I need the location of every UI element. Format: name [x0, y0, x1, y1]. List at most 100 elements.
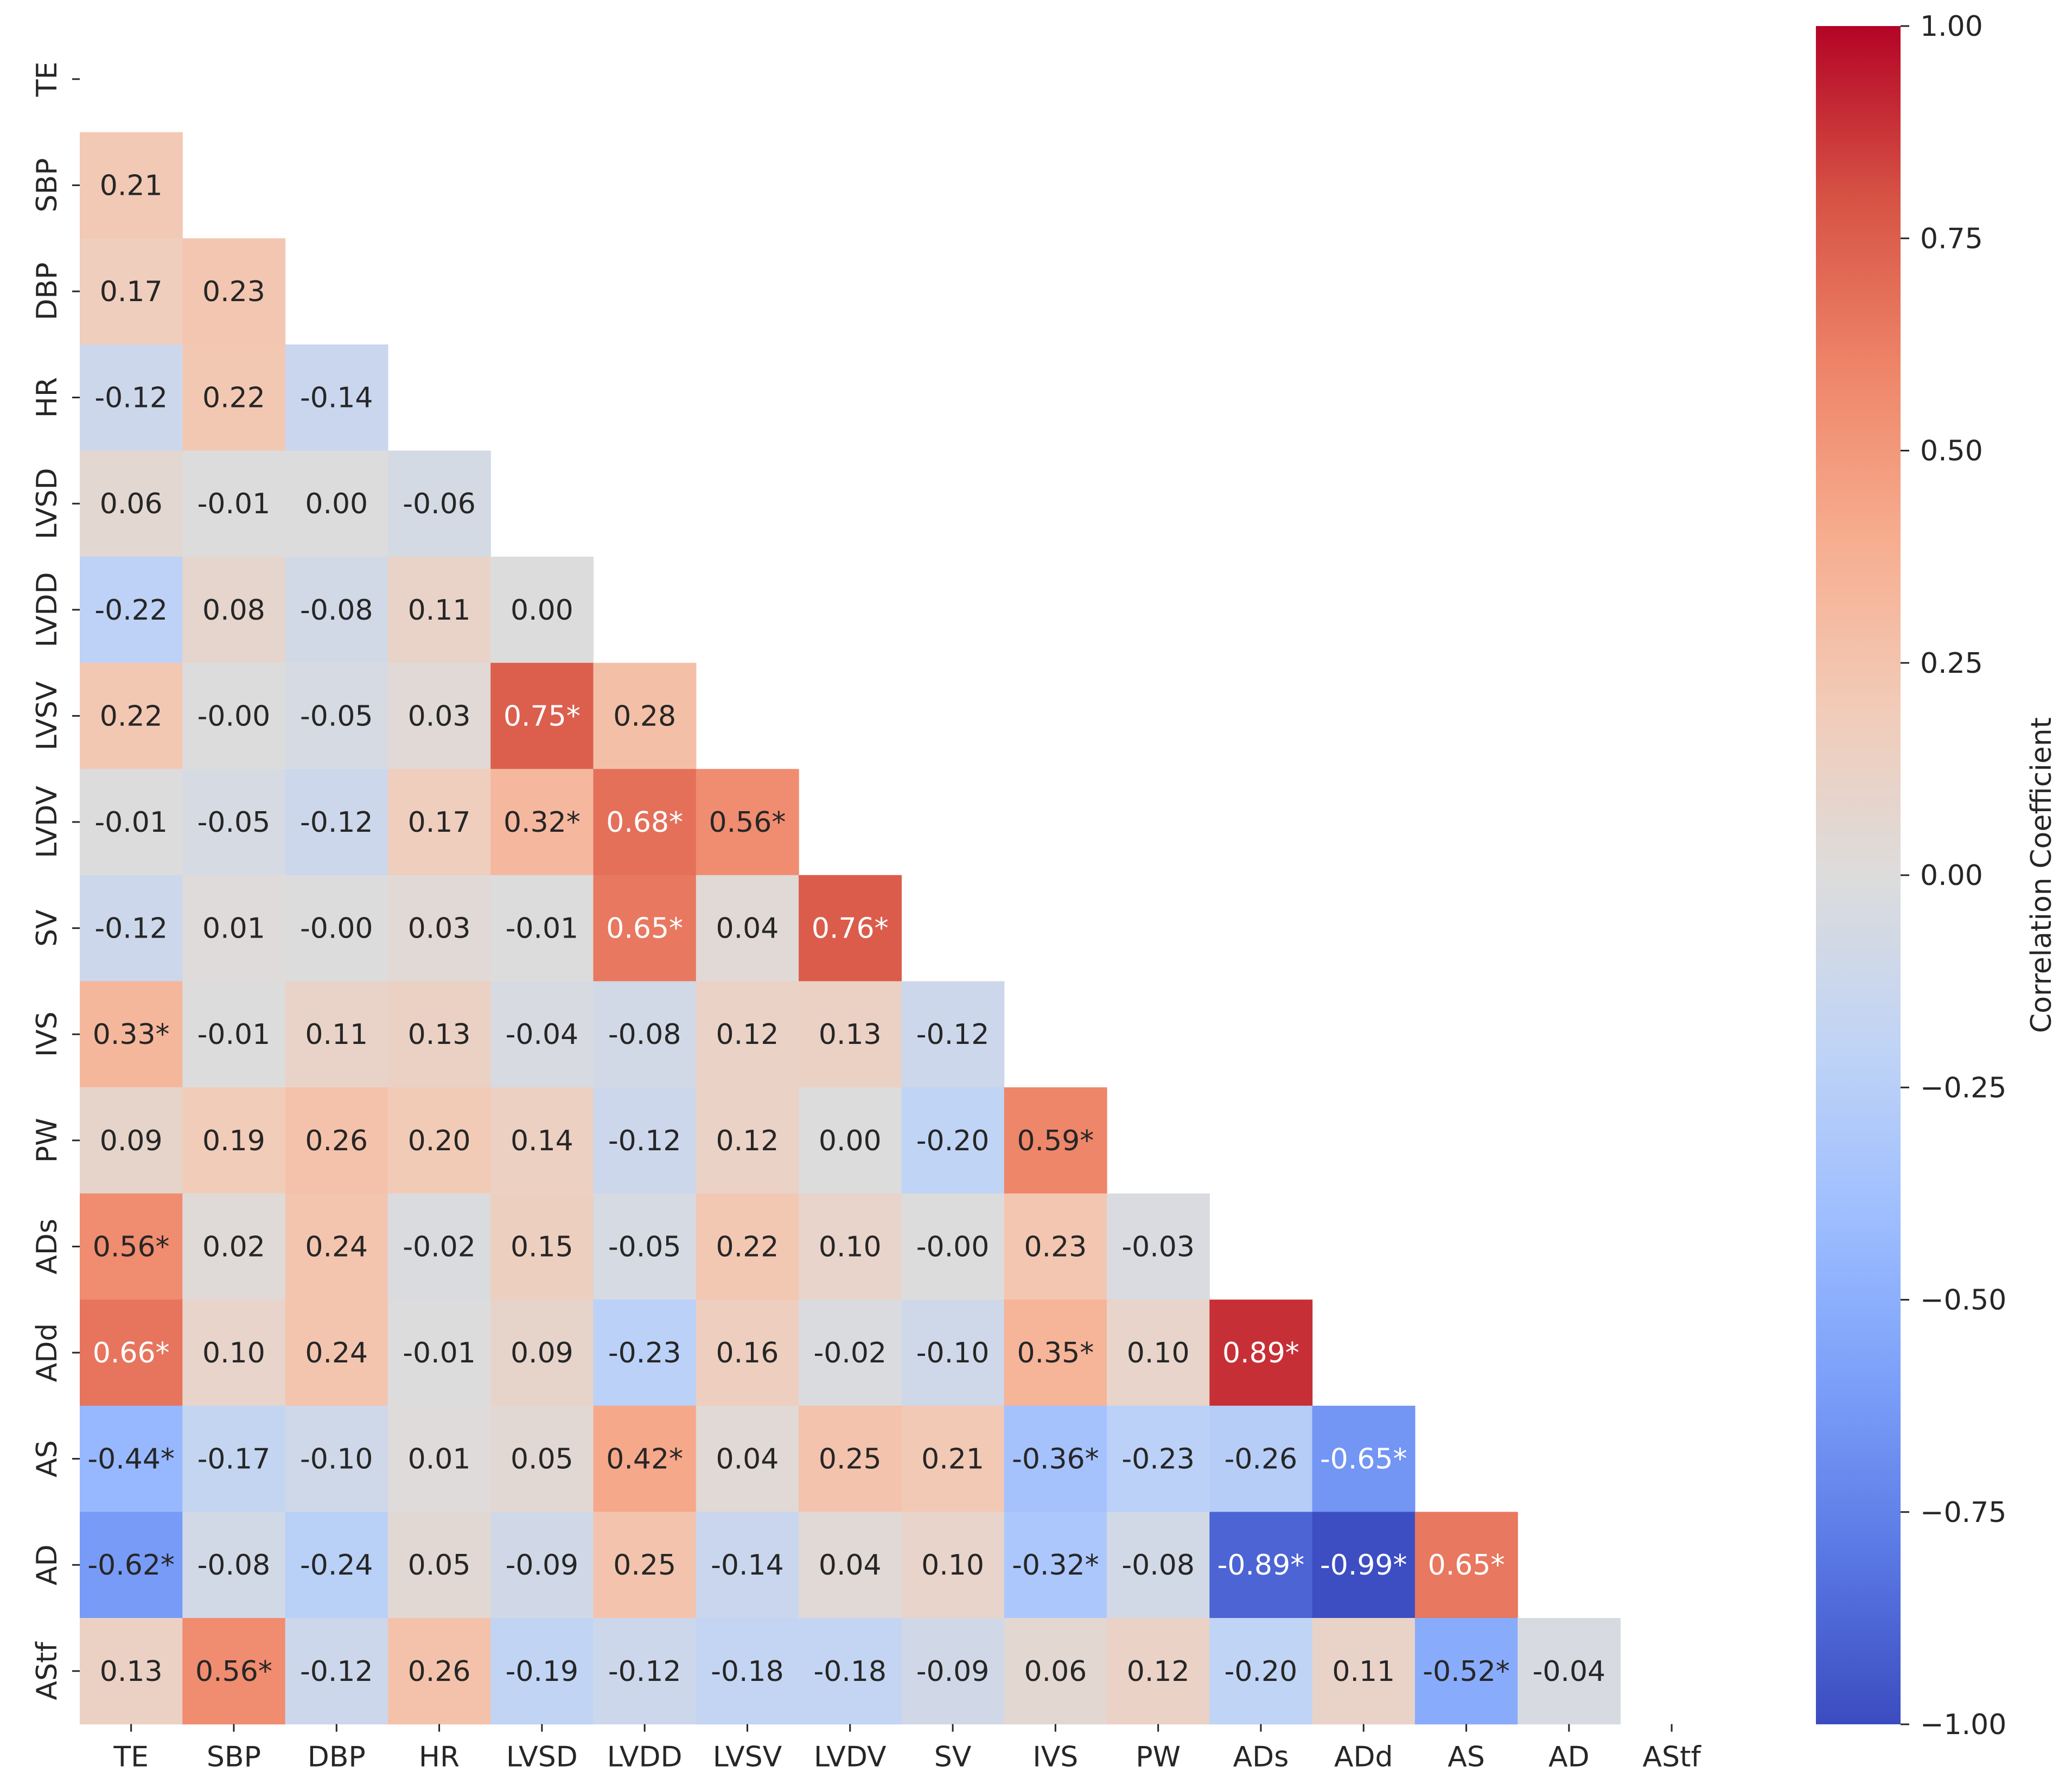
- cell-value-LVDV-LVSV: 0.56*: [709, 806, 786, 839]
- x-tick-label-LVSV: LVSV: [713, 1741, 782, 1774]
- cell-value-AS-LVDV: 0.25: [819, 1443, 882, 1476]
- heatmap-cell-LVSV-DBP: [285, 662, 388, 769]
- cell-value-PW-IVS: 0.59*: [1017, 1125, 1094, 1157]
- cell-value-IVS-LVDV: 0.13: [819, 1018, 882, 1051]
- colorbar-tick-label: 1.00: [1920, 10, 1983, 43]
- cell-value-LVDV-LVDD: 0.68*: [606, 806, 683, 839]
- cell-value-IVS-HR: 0.13: [408, 1018, 471, 1051]
- heatmap-cell-LVSD-HR: [387, 450, 491, 557]
- cell-value-IVS-SV: -0.12: [916, 1018, 990, 1051]
- x-tick-label-AD: AD: [1548, 1741, 1590, 1774]
- heatmap-cell-IVS-LVDD: [593, 981, 697, 1088]
- cell-value-LVSD-HR: -0.06: [403, 488, 476, 520]
- heatmap-cell-AS-HR: [387, 1405, 491, 1512]
- heatmap-cell-PW-IVS: [1004, 1087, 1107, 1194]
- colorbar-tick-label: 0.75: [1920, 222, 1983, 255]
- cell-value-IVS-DBP: 0.11: [305, 1018, 368, 1051]
- cell-value-ADd-HR: -0.01: [403, 1337, 476, 1369]
- cell-value-ADs-PW: -0.03: [1121, 1231, 1195, 1263]
- x-tick-label-LVDV: LVDV: [814, 1741, 887, 1774]
- heatmap-cell-SV-HR: [387, 875, 491, 982]
- heatmap-cell-ADd-ADs: [1209, 1299, 1313, 1406]
- y-tick-label-AD: AD: [31, 1544, 63, 1585]
- cell-value-ADd-ADs: 0.89*: [1222, 1337, 1299, 1369]
- cell-value-IVS-LVSV: 0.12: [716, 1018, 779, 1051]
- cell-value-LVSD-TE: 0.06: [100, 488, 163, 520]
- heatmap-cell-LVDV-SBP: [182, 769, 286, 876]
- heatmap-cell-ADd-DBP: [285, 1299, 388, 1406]
- heatmap-cell-LVDD-TE: [80, 557, 183, 664]
- heatmap-cell-AD-PW: [1107, 1512, 1210, 1619]
- heatmap-cell-IVS-LVSD: [490, 981, 594, 1088]
- heatmap-cell-PW-DBP: [285, 1087, 388, 1194]
- colorbar-tick-label: 0.50: [1920, 435, 1983, 468]
- heatmap-cell-HR-SBP: [182, 344, 286, 451]
- heatmap-cell-AStf-SBP: [182, 1618, 286, 1725]
- cell-value-SV-LVDD: 0.65*: [606, 913, 683, 945]
- colorbar-tick-label: −0.25: [1920, 1072, 2006, 1104]
- y-tick-label-LVSV: LVSV: [31, 681, 63, 750]
- heatmap-cell-AD-ADd: [1312, 1512, 1416, 1619]
- cell-value-AD-LVDD: 0.25: [613, 1549, 676, 1582]
- heatmap-cell-AD-LVDD: [593, 1512, 697, 1619]
- y-tick-label-AS: AS: [31, 1440, 63, 1477]
- y-tick-label-SBP: SBP: [31, 158, 63, 212]
- heatmap-cell-IVS-SV: [901, 981, 1005, 1088]
- cell-value-SV-LVSD: -0.01: [506, 913, 579, 945]
- heatmap-cell-LVDD-LVSD: [490, 557, 594, 664]
- cell-value-LVDD-HR: 0.11: [408, 594, 471, 627]
- heatmap-cell-labels: 0.21 0.17 0.23 -0.12 0.22 -0.14 0.06 -0.01 0.00 -…: [87, 169, 1605, 1687]
- cell-value-PW-HR: 0.20: [408, 1125, 471, 1157]
- cell-value-AD-PW: -0.08: [1121, 1549, 1195, 1582]
- cell-value-LVSD-SBP: -0.01: [197, 488, 271, 520]
- cell-value-LVSV-DBP: -0.05: [300, 700, 373, 732]
- cell-value-LVDD-LVSD: 0.00: [511, 594, 573, 627]
- heatmap-cell-AStf-ADd: [1312, 1618, 1416, 1725]
- cell-value-SV-DBP: -0.00: [300, 913, 373, 945]
- heatmap-cell-IVS-DBP: [285, 981, 388, 1088]
- heatmap-cell-LVDV-DBP: [285, 769, 388, 876]
- heatmap-cell-ADs-DBP: [285, 1193, 388, 1300]
- colorbar-tick-label: −0.75: [1920, 1496, 2006, 1529]
- heatmap-cell-AStf-LVSD: [490, 1618, 594, 1725]
- x-tick-label-HR: HR: [419, 1741, 460, 1774]
- x-axis: TE SBP DBP HR LVSD LVDD LVSV LVDV SV IVS PW ADs ADd A…: [113, 1724, 1701, 1774]
- heatmap-cell-ADs-TE: [80, 1193, 183, 1300]
- cell-value-AD-LVDV: 0.04: [819, 1549, 882, 1582]
- cell-value-IVS-TE: 0.33*: [93, 1018, 170, 1051]
- cell-value-AStf-LVDD: -0.12: [608, 1655, 681, 1688]
- cell-value-AD-LVSD: -0.09: [506, 1549, 579, 1582]
- heatmap-cell-AStf-SV: [901, 1618, 1005, 1725]
- cell-value-AStf-SV: -0.09: [916, 1655, 990, 1688]
- heatmap-cell-AStf-AS: [1414, 1618, 1518, 1725]
- cell-value-LVSV-LVSD: 0.75*: [503, 700, 581, 732]
- heatmap-cell-AS-LVSD: [490, 1405, 594, 1512]
- heatmap-cell-ADs-HR: [387, 1193, 491, 1300]
- cell-value-ADd-LVSV: 0.16: [716, 1337, 779, 1369]
- x-tick-label-LVDD: LVDD: [607, 1741, 683, 1774]
- heatmap-cell-AS-LVDD: [593, 1405, 697, 1512]
- heatmap-cell-AStf-DBP: [285, 1618, 388, 1725]
- cell-value-AS-TE: -0.44*: [87, 1443, 175, 1476]
- heatmap-cell-PW-TE: [80, 1087, 183, 1194]
- cell-value-LVDV-HR: 0.17: [408, 806, 471, 839]
- cell-value-LVSD-DBP: 0.00: [305, 488, 368, 520]
- cell-value-AS-IVS: -0.36*: [1012, 1443, 1099, 1476]
- cell-value-AS-HR: 0.01: [408, 1443, 471, 1476]
- cell-value-PW-TE: 0.09: [100, 1125, 163, 1157]
- cell-value-AStf-HR: 0.26: [408, 1655, 471, 1688]
- heatmap-cell-ADd-SV: [901, 1299, 1005, 1406]
- cell-value-ADd-IVS: 0.35*: [1017, 1337, 1094, 1369]
- cell-value-AS-SBP: -0.17: [197, 1443, 271, 1476]
- cell-value-AStf-TE: 0.13: [100, 1655, 163, 1688]
- cell-value-AD-SV: 0.10: [921, 1549, 984, 1582]
- cell-value-DBP-SBP: 0.23: [202, 276, 265, 308]
- heatmap-cell-ADs-LVSV: [696, 1193, 799, 1300]
- y-axis: TE SBP DBP HR LVSD LVDD LVSV LVDV SV IVS PW ADs ADd A…: [31, 61, 80, 1700]
- cell-value-ADs-TE: 0.56*: [93, 1231, 170, 1263]
- heatmap-cell-AStf-LVSV: [696, 1618, 799, 1725]
- cell-value-LVDV-LVSD: 0.32*: [503, 806, 581, 839]
- y-tick-label-DBP: DBP: [31, 262, 63, 320]
